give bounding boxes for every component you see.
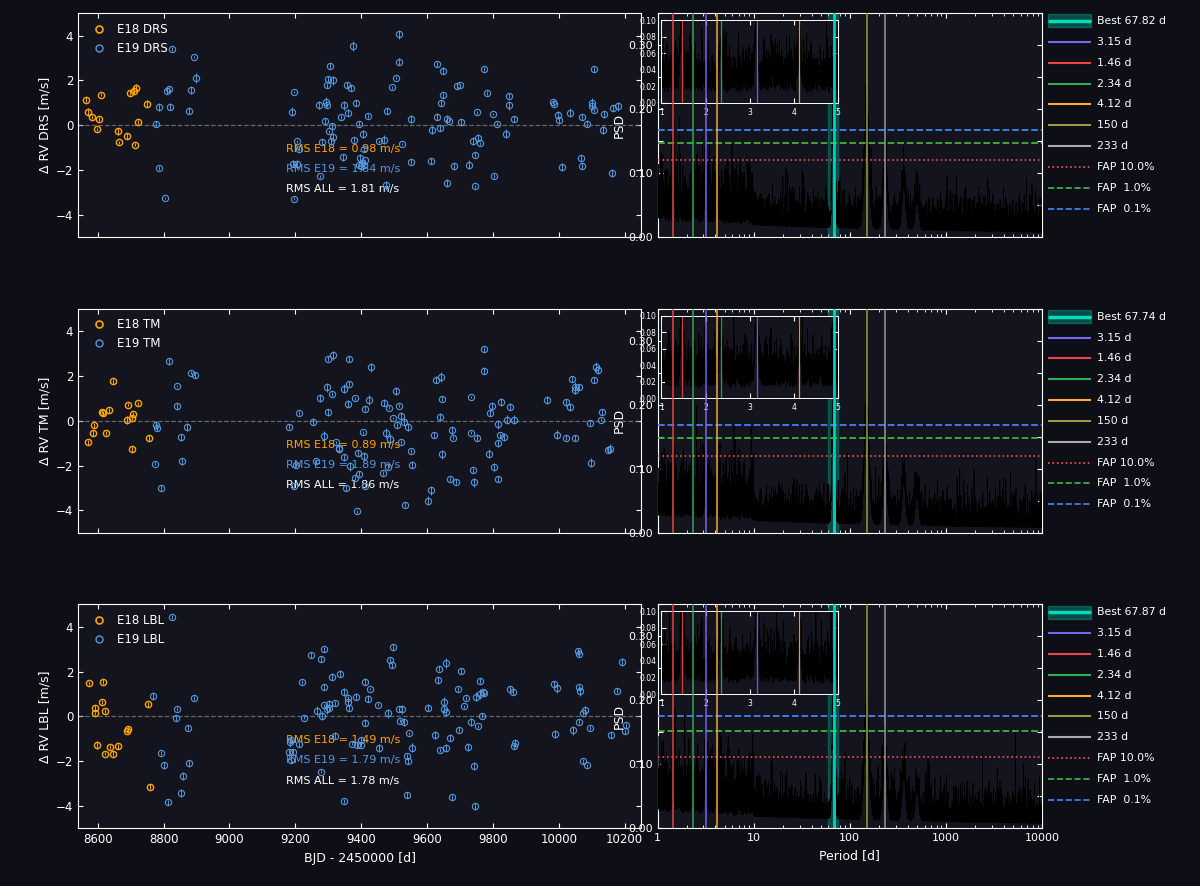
Text: FAP  0.1%: FAP 0.1% (1097, 204, 1151, 214)
Text: Best 67.87 d: Best 67.87 d (1097, 607, 1165, 618)
Text: 1.46 d: 1.46 d (1097, 354, 1132, 363)
Bar (1048, 606, 1091, 618)
Text: 3.15 d: 3.15 d (1097, 628, 1132, 638)
Text: RMS E18 = 0.89 m/s: RMS E18 = 0.89 m/s (287, 439, 401, 450)
Text: FAP 10.0%: FAP 10.0% (1097, 162, 1154, 172)
X-axis label: BJD - 2450000 [d]: BJD - 2450000 [d] (304, 851, 415, 865)
Text: 1.46 d: 1.46 d (1097, 58, 1132, 68)
Text: 4.12 d: 4.12 d (1097, 99, 1132, 110)
Y-axis label: PSD: PSD (612, 703, 625, 729)
Text: RMS ALL = 1.78 m/s: RMS ALL = 1.78 m/s (287, 775, 400, 786)
Text: RMS E19 = 1.79 m/s: RMS E19 = 1.79 m/s (287, 756, 401, 766)
Text: 233 d: 233 d (1097, 732, 1128, 742)
Text: FAP  1.0%: FAP 1.0% (1097, 773, 1151, 784)
Text: RMS ALL = 1.86 m/s: RMS ALL = 1.86 m/s (287, 480, 400, 490)
Text: 2.34 d: 2.34 d (1097, 374, 1132, 385)
Text: 2.34 d: 2.34 d (1097, 670, 1132, 680)
Bar (828, 604, 839, 828)
Legend: E18 DRS, E19 DRS: E18 DRS, E19 DRS (84, 19, 172, 58)
Legend: E18 TM, E19 TM: E18 TM, E19 TM (84, 315, 164, 354)
Y-axis label: PSD: PSD (612, 408, 625, 433)
Y-axis label: Δ RV DRS [m/s]: Δ RV DRS [m/s] (38, 77, 52, 174)
Text: FAP 10.0%: FAP 10.0% (1097, 457, 1154, 468)
Text: 4.12 d: 4.12 d (1097, 690, 1132, 701)
Text: FAP  1.0%: FAP 1.0% (1097, 183, 1151, 193)
X-axis label: Period [d]: Period [d] (820, 849, 881, 862)
Text: FAP 10.0%: FAP 10.0% (1097, 753, 1154, 763)
Text: FAP  1.0%: FAP 1.0% (1097, 478, 1151, 488)
Text: FAP  0.1%: FAP 0.1% (1097, 499, 1151, 509)
Bar (1048, 310, 1091, 323)
Y-axis label: Δ RV LBL [m/s]: Δ RV LBL [m/s] (38, 670, 52, 763)
Text: RMS E18 = 0.98 m/s: RMS E18 = 0.98 m/s (287, 144, 401, 154)
Text: 150 d: 150 d (1097, 120, 1128, 130)
Text: RMS E18 = 1.49 m/s: RMS E18 = 1.49 m/s (287, 735, 401, 745)
Text: RMS ALL = 1.81 m/s: RMS ALL = 1.81 m/s (287, 184, 400, 194)
Text: 1.46 d: 1.46 d (1097, 649, 1132, 659)
Text: Best 67.74 d: Best 67.74 d (1097, 312, 1165, 322)
Text: 3.15 d: 3.15 d (1097, 37, 1132, 47)
Bar (1048, 14, 1091, 27)
Text: RMS E19 = 1.84 m/s: RMS E19 = 1.84 m/s (287, 164, 401, 175)
Text: 233 d: 233 d (1097, 141, 1128, 152)
Legend: E18 LBL, E19 LBL: E18 LBL, E19 LBL (84, 610, 168, 649)
Text: 3.15 d: 3.15 d (1097, 332, 1132, 343)
Text: 2.34 d: 2.34 d (1097, 79, 1132, 89)
Bar (828, 309, 839, 532)
Text: 150 d: 150 d (1097, 416, 1128, 426)
Text: 233 d: 233 d (1097, 437, 1128, 447)
Text: Best 67.82 d: Best 67.82 d (1097, 16, 1165, 26)
Text: RMS E19 = 1.89 m/s: RMS E19 = 1.89 m/s (287, 460, 401, 470)
Text: 150 d: 150 d (1097, 711, 1128, 721)
Bar (828, 13, 839, 237)
Text: 4.12 d: 4.12 d (1097, 395, 1132, 405)
Y-axis label: Δ RV TM [m/s]: Δ RV TM [m/s] (38, 377, 52, 465)
Y-axis label: PSD: PSD (612, 113, 625, 138)
Text: FAP  0.1%: FAP 0.1% (1097, 795, 1151, 804)
